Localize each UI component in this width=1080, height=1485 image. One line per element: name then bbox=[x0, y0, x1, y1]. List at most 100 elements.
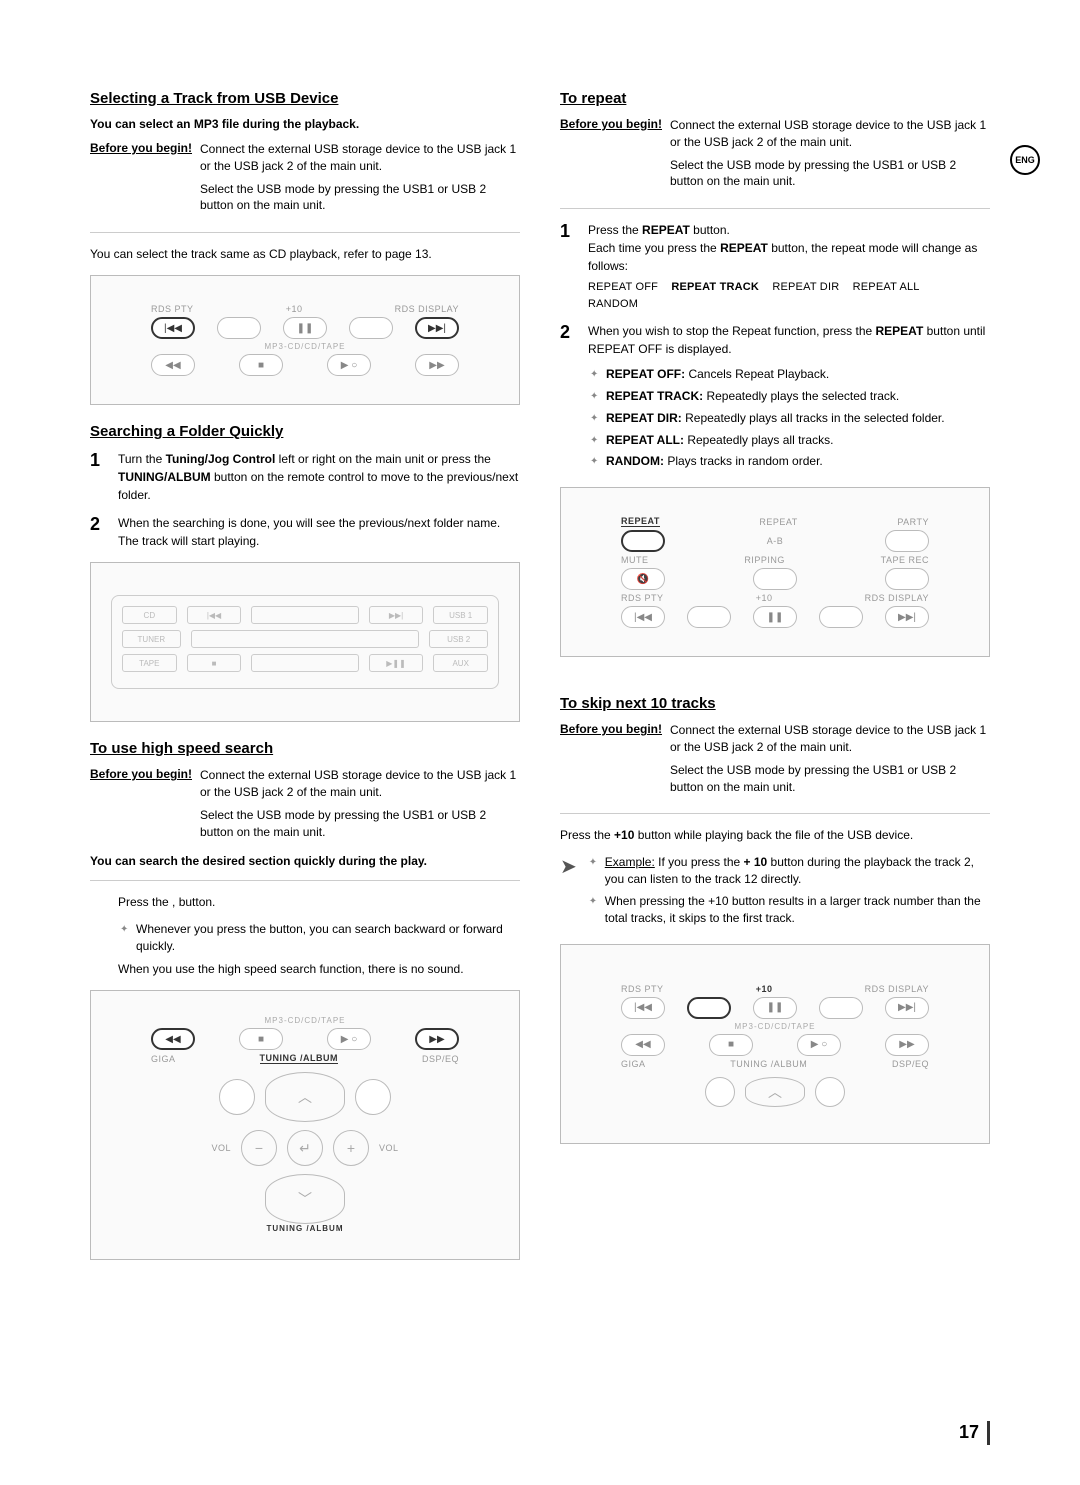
up-icon: ︿ bbox=[265, 1072, 345, 1122]
divider bbox=[90, 232, 520, 233]
button-icon bbox=[355, 1079, 391, 1115]
button-icon bbox=[819, 606, 863, 628]
play-icon: ▶ ○ bbox=[327, 1028, 371, 1050]
prev-track-icon: |◀◀ bbox=[621, 606, 665, 628]
plus10-button-icon bbox=[687, 997, 731, 1019]
text: When you wish to stop the Repeat functio… bbox=[588, 324, 876, 338]
bullet-list: Whenever you press the button, you can s… bbox=[90, 921, 520, 955]
fig-label: TUNING /ALBUM bbox=[260, 1053, 339, 1064]
fig-label: A-B bbox=[767, 536, 784, 546]
note-text: When you use the high speed search funct… bbox=[90, 960, 520, 978]
list-item: REPEAT TRACK: Repeatedly plays the selec… bbox=[606, 388, 990, 405]
figure-remote-skip10: RDS PTY +10 RDS DISPLAY |◀◀ ❚❚ ▶▶| MP3-C… bbox=[560, 944, 990, 1144]
text: Press the bbox=[588, 223, 642, 237]
next-track-icon: ▶▶| bbox=[415, 317, 459, 339]
before-you-begin: Before you begin! Connect the external U… bbox=[560, 722, 990, 801]
text-bold: REPEAT ALL: bbox=[606, 433, 684, 447]
before-text: Connect the external USB storage device … bbox=[200, 141, 520, 220]
text-bold: REPEAT DIR: bbox=[606, 411, 682, 425]
fig-label: RDS PTY bbox=[621, 593, 664, 603]
seq-item: REPEAT OFF bbox=[588, 281, 658, 293]
stop-icon: ■ bbox=[239, 1028, 283, 1050]
figure-remote-track: RDS PTY +10 RDS DISPLAY |◀◀ ❚❚ ▶▶| MP3-C… bbox=[90, 275, 520, 405]
text-bold: REPEAT bbox=[876, 324, 924, 338]
play-icon: ▶ ○ bbox=[327, 354, 371, 376]
button-icon bbox=[819, 997, 863, 1019]
rewind-icon: ◀◀ bbox=[151, 1028, 195, 1050]
repeat-button-icon bbox=[621, 530, 665, 552]
before-label: Before you begin! bbox=[560, 722, 670, 801]
before-p2: Select the USB mode by pressing the USB1… bbox=[670, 157, 990, 191]
button-icon bbox=[217, 317, 261, 339]
fig-label: MP3-CD/CD/TAPE bbox=[151, 1016, 459, 1025]
text: Cancels Repeat Playback. bbox=[685, 367, 829, 381]
button-icon bbox=[687, 606, 731, 628]
text: Turn the bbox=[118, 452, 166, 466]
text-bold: REPEAT OFF: bbox=[606, 367, 685, 381]
text-bold: +10 bbox=[614, 828, 634, 842]
up-icon: ︿ bbox=[745, 1077, 805, 1107]
stop-icon: ■ bbox=[709, 1034, 753, 1056]
fig-label: +10 bbox=[286, 304, 303, 314]
fig-label: RDS PTY bbox=[151, 304, 194, 314]
fig-label: RIPPING bbox=[744, 555, 785, 565]
figure-main-unit: CD|◀◀▶▶|USB 1 TUNERUSB 2 TAPE■▶❚❚AUX bbox=[90, 562, 520, 722]
figure-remote-search: MP3-CD/CD/TAPE ◀◀ ■ ▶ ○ ▶▶ GIGA TUNING /… bbox=[90, 990, 520, 1260]
text: button. bbox=[690, 223, 730, 237]
pause-icon: ❚❚ bbox=[753, 997, 797, 1019]
fig-label: PARTY bbox=[897, 517, 929, 527]
step-body: Press the REPEAT button. Each time you p… bbox=[588, 221, 990, 312]
rewind-icon: ◀◀ bbox=[621, 1034, 665, 1056]
before-p2: Select the USB mode by pressing the USB1… bbox=[200, 807, 520, 841]
text-bold: TUNING/ALBUM bbox=[118, 470, 211, 484]
step-body: When you wish to stop the Repeat functio… bbox=[588, 322, 990, 475]
list-item: REPEAT DIR: Repeatedly plays all tracks … bbox=[606, 410, 990, 427]
button-icon bbox=[885, 530, 929, 552]
text: Repeatedly plays all tracks. bbox=[684, 433, 833, 447]
text-bold: + 10 bbox=[744, 855, 768, 869]
fig-label: TUNING /ALBUM bbox=[151, 1224, 459, 1233]
intro-text: You can select an MP3 file during the pl… bbox=[90, 117, 520, 131]
list-item: Whenever you press the button, you can s… bbox=[136, 921, 520, 955]
button-icon bbox=[753, 568, 797, 590]
step-number: 2 bbox=[90, 514, 118, 550]
next-track-icon: ▶▶| bbox=[885, 997, 929, 1019]
list-item: REPEAT OFF: Cancels Repeat Playback. bbox=[606, 366, 990, 383]
fig-label: GIGA bbox=[621, 1059, 646, 1069]
stop-icon: ■ bbox=[239, 354, 283, 376]
section-title: To skip next 10 tracks bbox=[560, 695, 990, 712]
fig-label: TUNING /ALBUM bbox=[730, 1059, 807, 1069]
pause-icon: ❚❚ bbox=[753, 606, 797, 628]
note-arrow-icon: ➤ bbox=[560, 854, 577, 879]
fig-label: REPEAT bbox=[621, 516, 660, 527]
text-bold: REPEAT bbox=[642, 223, 690, 237]
before-text: Connect the external USB storage device … bbox=[200, 767, 520, 846]
step-number: 1 bbox=[90, 450, 118, 504]
language-badge: ENG bbox=[1010, 145, 1040, 175]
list-item: When pressing the +10 button results in … bbox=[605, 893, 990, 927]
section-title: Selecting a Track from USB Device bbox=[90, 90, 520, 107]
fig-label: DSP/EQ bbox=[422, 1054, 459, 1064]
fig-label: MP3-CD/CD/TAPE bbox=[151, 342, 459, 351]
text: Each time you press the bbox=[588, 241, 720, 255]
text: left or right on the main unit or press … bbox=[275, 452, 490, 466]
step-1: 1 Press the REPEAT button. Each time you… bbox=[560, 221, 990, 312]
fig-label: DSP/EQ bbox=[892, 1059, 929, 1069]
forward-icon: ▶▶ bbox=[885, 1034, 929, 1056]
seq-item: REPEAT TRACK bbox=[671, 281, 759, 293]
play-icon: ▶ ○ bbox=[797, 1034, 841, 1056]
note-text: You can select the track same as CD play… bbox=[90, 245, 520, 263]
list-item: Example: If you press the + 10 button du… bbox=[605, 854, 990, 888]
seq-item: RANDOM bbox=[588, 298, 638, 310]
text-bold: Tuning/Jog Control bbox=[166, 452, 276, 466]
before-label: Before you begin! bbox=[560, 117, 670, 196]
step-body: Turn the Tuning/Jog Control left or righ… bbox=[118, 450, 520, 504]
fig-label: RDS DISPLAY bbox=[865, 984, 929, 994]
button-icon bbox=[705, 1077, 735, 1107]
before-p1: Connect the external USB storage device … bbox=[670, 722, 990, 756]
before-text: Connect the external USB storage device … bbox=[670, 117, 990, 196]
fig-label: REPEAT bbox=[759, 517, 797, 527]
minus-icon: − bbox=[241, 1130, 277, 1166]
text: If you press the bbox=[655, 855, 744, 869]
text: Press the bbox=[560, 828, 614, 842]
